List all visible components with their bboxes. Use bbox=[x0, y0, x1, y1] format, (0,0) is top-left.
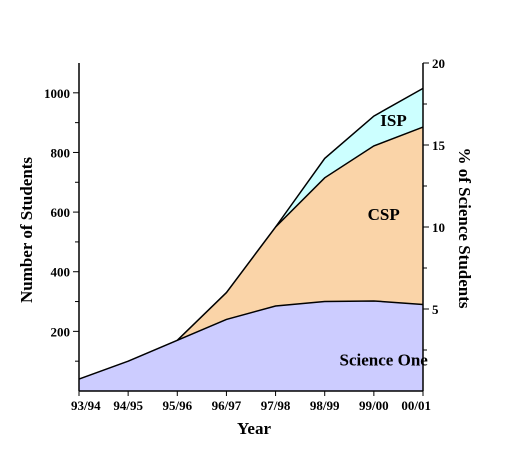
y2-tick-label: 10 bbox=[432, 220, 445, 235]
line-csp-top bbox=[176, 126, 424, 341]
x-tick-label: 97/98 bbox=[261, 398, 291, 413]
y-tick-label: 600 bbox=[51, 205, 71, 220]
series-labels: Science One CSP ISP bbox=[340, 111, 429, 370]
y2-tick-label: 20 bbox=[432, 56, 445, 71]
area-isp bbox=[275, 88, 423, 227]
x-tick-label: 00/01 bbox=[401, 398, 431, 413]
area-csp bbox=[177, 127, 423, 341]
area-science-one bbox=[79, 300, 423, 391]
y-axis-title: Number of Students bbox=[17, 157, 36, 303]
x-axis-title: Year bbox=[237, 419, 271, 438]
y2-tick-label: 15 bbox=[432, 138, 446, 153]
y-tick-label: 400 bbox=[51, 265, 71, 280]
y-tick-label: 200 bbox=[51, 324, 71, 339]
series-label-science-one: Science One bbox=[340, 351, 429, 370]
y2-tick-label: 5 bbox=[432, 302, 439, 317]
y-tick-label: 1000 bbox=[44, 86, 70, 101]
y-tick-label: 800 bbox=[51, 145, 71, 160]
x-tick-label: 95/96 bbox=[162, 398, 192, 413]
x-tick-label: 96/97 bbox=[212, 398, 242, 413]
series-label-csp: CSP bbox=[368, 205, 400, 224]
x-tick-label: 99/00 bbox=[359, 398, 389, 413]
x-tick-label: 98/99 bbox=[310, 398, 340, 413]
series-label-isp: ISP bbox=[380, 111, 406, 130]
chart-areas bbox=[79, 88, 423, 391]
line-isp-top bbox=[274, 87, 424, 228]
x-tick-label: 93/94 bbox=[71, 398, 101, 413]
line-science-one-top bbox=[78, 300, 424, 380]
chart-axes bbox=[73, 62, 429, 396]
y2-axis-title: % of Science Students bbox=[455, 147, 474, 308]
tick-labels: 200 400 600 800 1000 5 10 15 20 93/94 94/95 95/96 96… bbox=[44, 56, 446, 413]
chart-lines bbox=[78, 87, 424, 380]
x-tick-label: 94/95 bbox=[113, 398, 143, 413]
